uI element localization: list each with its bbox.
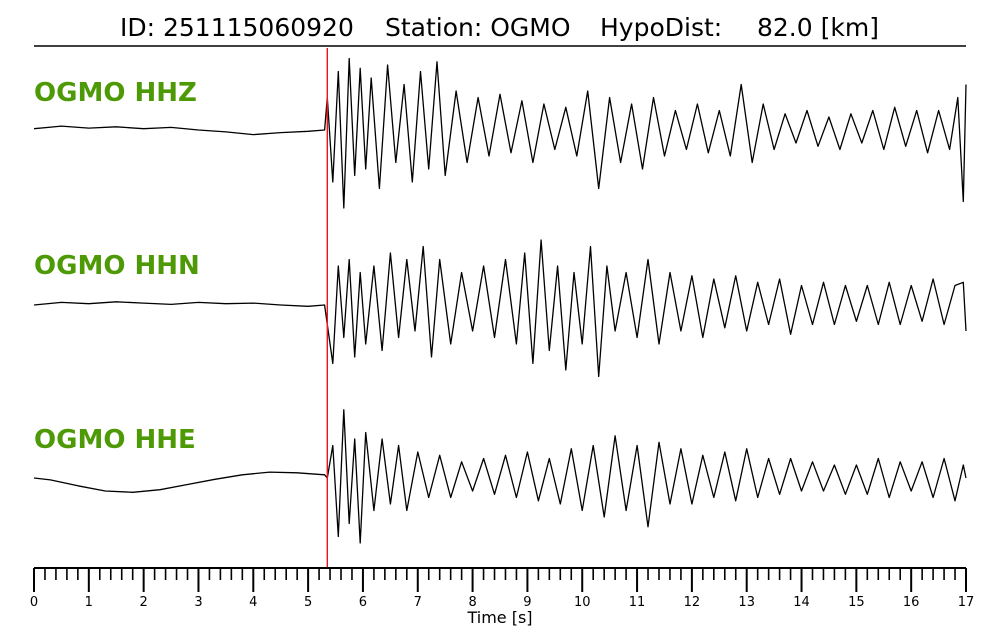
x-tick-label: 0	[30, 595, 38, 610]
x-tick-label: 10	[574, 595, 591, 610]
x-tick-label: 8	[468, 595, 476, 610]
x-tick-label: 9	[523, 595, 531, 610]
station-name: Station: OGMO	[385, 13, 571, 42]
x-tick-label: 16	[903, 595, 920, 610]
x-tick-label: 14	[793, 595, 810, 610]
x-tick-label: 1	[85, 595, 93, 610]
channel-label-hhn: OGMO HHN	[34, 251, 200, 281]
trace-ogmo-hhe	[33, 409, 967, 544]
x-tick-label: 15	[848, 595, 865, 610]
x-tick-label: 4	[249, 595, 257, 610]
time-axis: 0 1 2 3 4 5 6 7 8 9 10 11 12 13 14 15 16 17	[30, 567, 975, 610]
trace-group	[33, 57, 967, 544]
x-axis-label: Time [s]	[466, 608, 532, 627]
x-tick-label: 3	[194, 595, 202, 610]
x-tick-label: 6	[359, 595, 367, 610]
x-tick-label: 7	[414, 595, 422, 610]
event-id: ID: 251115060920	[120, 13, 354, 42]
x-tick-label: 13	[738, 595, 755, 610]
x-tick-label: 12	[684, 595, 701, 610]
trace-ogmo-hhn	[33, 239, 967, 378]
channel-label-hhz: OGMO HHZ	[34, 78, 197, 108]
x-tick-label: 2	[140, 595, 148, 610]
x-tick-label: 5	[304, 595, 312, 610]
x-tick-label: 17	[958, 595, 975, 610]
hypodist-label: HypoDist:	[600, 13, 722, 42]
channel-label-hhe: OGMO HHE	[34, 425, 196, 455]
hypodist-value: 82.0 [km]	[757, 13, 879, 42]
trace-ogmo-hhz	[33, 57, 967, 209]
x-tick-label: 11	[629, 595, 646, 610]
